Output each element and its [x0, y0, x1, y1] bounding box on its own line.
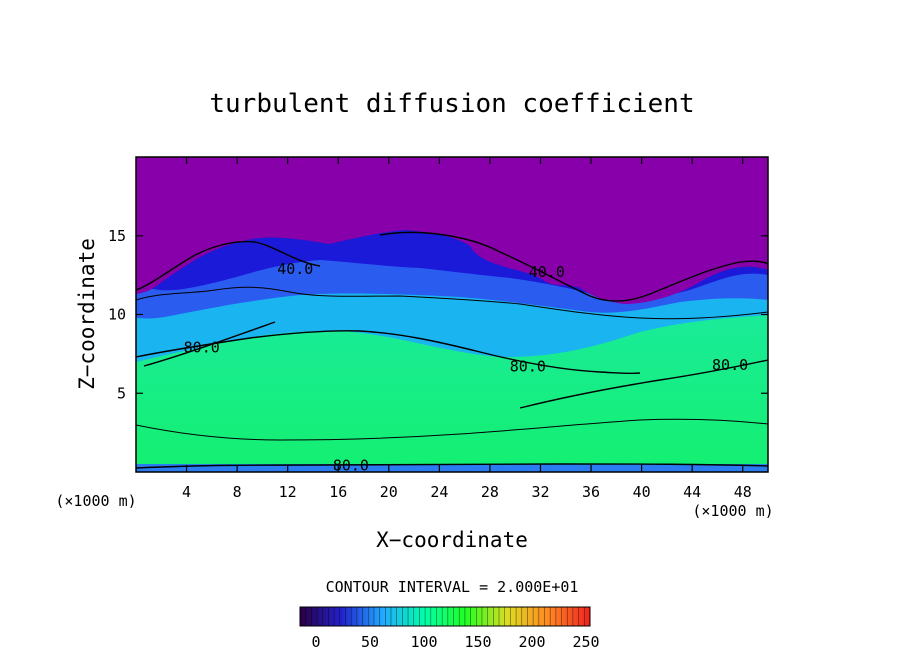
- x-unit-left: (×1000 m): [55, 492, 136, 510]
- contour-80-tongue: [519, 359, 768, 409]
- x-tick-label: 48: [734, 483, 752, 501]
- y-tick-label: 10: [108, 306, 126, 324]
- x-unit-right: (×1000 m): [692, 502, 773, 520]
- y-axis-ticks: 5 10 15: [108, 227, 768, 402]
- x-tick-label: 16: [329, 483, 347, 501]
- contour-label: 40.0: [277, 260, 313, 278]
- x-tick-label: 44: [683, 483, 701, 501]
- contour-interval-text: CONTOUR INTERVAL = 2.000E+01: [326, 578, 579, 596]
- contour-80-filament: [143, 321, 276, 367]
- band-surface: [136, 464, 768, 472]
- contour-40: [136, 231, 768, 302]
- colorbar: 0 50 100 150 200 250: [299, 606, 600, 651]
- x-tick-label: 36: [582, 483, 600, 501]
- contour-100: [136, 418, 768, 441]
- contour-label: 80.0: [333, 457, 369, 475]
- colorbar-strip: [299, 606, 591, 627]
- contour-lines: [136, 231, 768, 469]
- colorbar-tick-label: 250: [572, 633, 599, 651]
- contour-80: [136, 330, 641, 375]
- colorbar-tick-label: 0: [311, 633, 320, 651]
- colorbar-tick-label: 50: [361, 633, 379, 651]
- colorbar-tick-label: 150: [464, 633, 491, 651]
- x-tick-label: 4: [182, 483, 191, 501]
- plot-area: [136, 157, 768, 472]
- contour-label: 80.0: [184, 339, 220, 357]
- contour-label: 40.0: [529, 263, 565, 281]
- contour-labels: 40.0 40.0 80.0 80.0 80.0 80.0: [184, 260, 748, 475]
- x-tick-label: 28: [481, 483, 499, 501]
- chart-title: turbulent diffusion coefficient: [209, 89, 694, 119]
- y-axis-label: Z−coordinate: [75, 238, 99, 390]
- y-tick-label: 15: [108, 227, 126, 245]
- x-tick-label: 12: [279, 483, 297, 501]
- colorbar-tick-label: 200: [518, 633, 545, 651]
- contour-label: 80.0: [510, 357, 546, 375]
- y-tick-label: 5: [117, 384, 126, 402]
- x-axis-label: X−coordinate: [376, 528, 528, 552]
- x-tick-label: 8: [233, 483, 242, 501]
- x-axis-ticks: 4 8 12 16 20 24 28 32 36 40 44 48: [182, 157, 752, 501]
- x-tick-label: 20: [380, 483, 398, 501]
- x-tick-label: 40: [633, 483, 651, 501]
- band-top: [136, 157, 768, 304]
- contour-surface: [136, 463, 768, 469]
- x-tick-label: 24: [430, 483, 448, 501]
- x-tick-label: 32: [531, 483, 549, 501]
- contour-label: 80.0: [712, 356, 748, 374]
- contour-60: [136, 286, 768, 320]
- colorbar-tick-label: 100: [410, 633, 437, 651]
